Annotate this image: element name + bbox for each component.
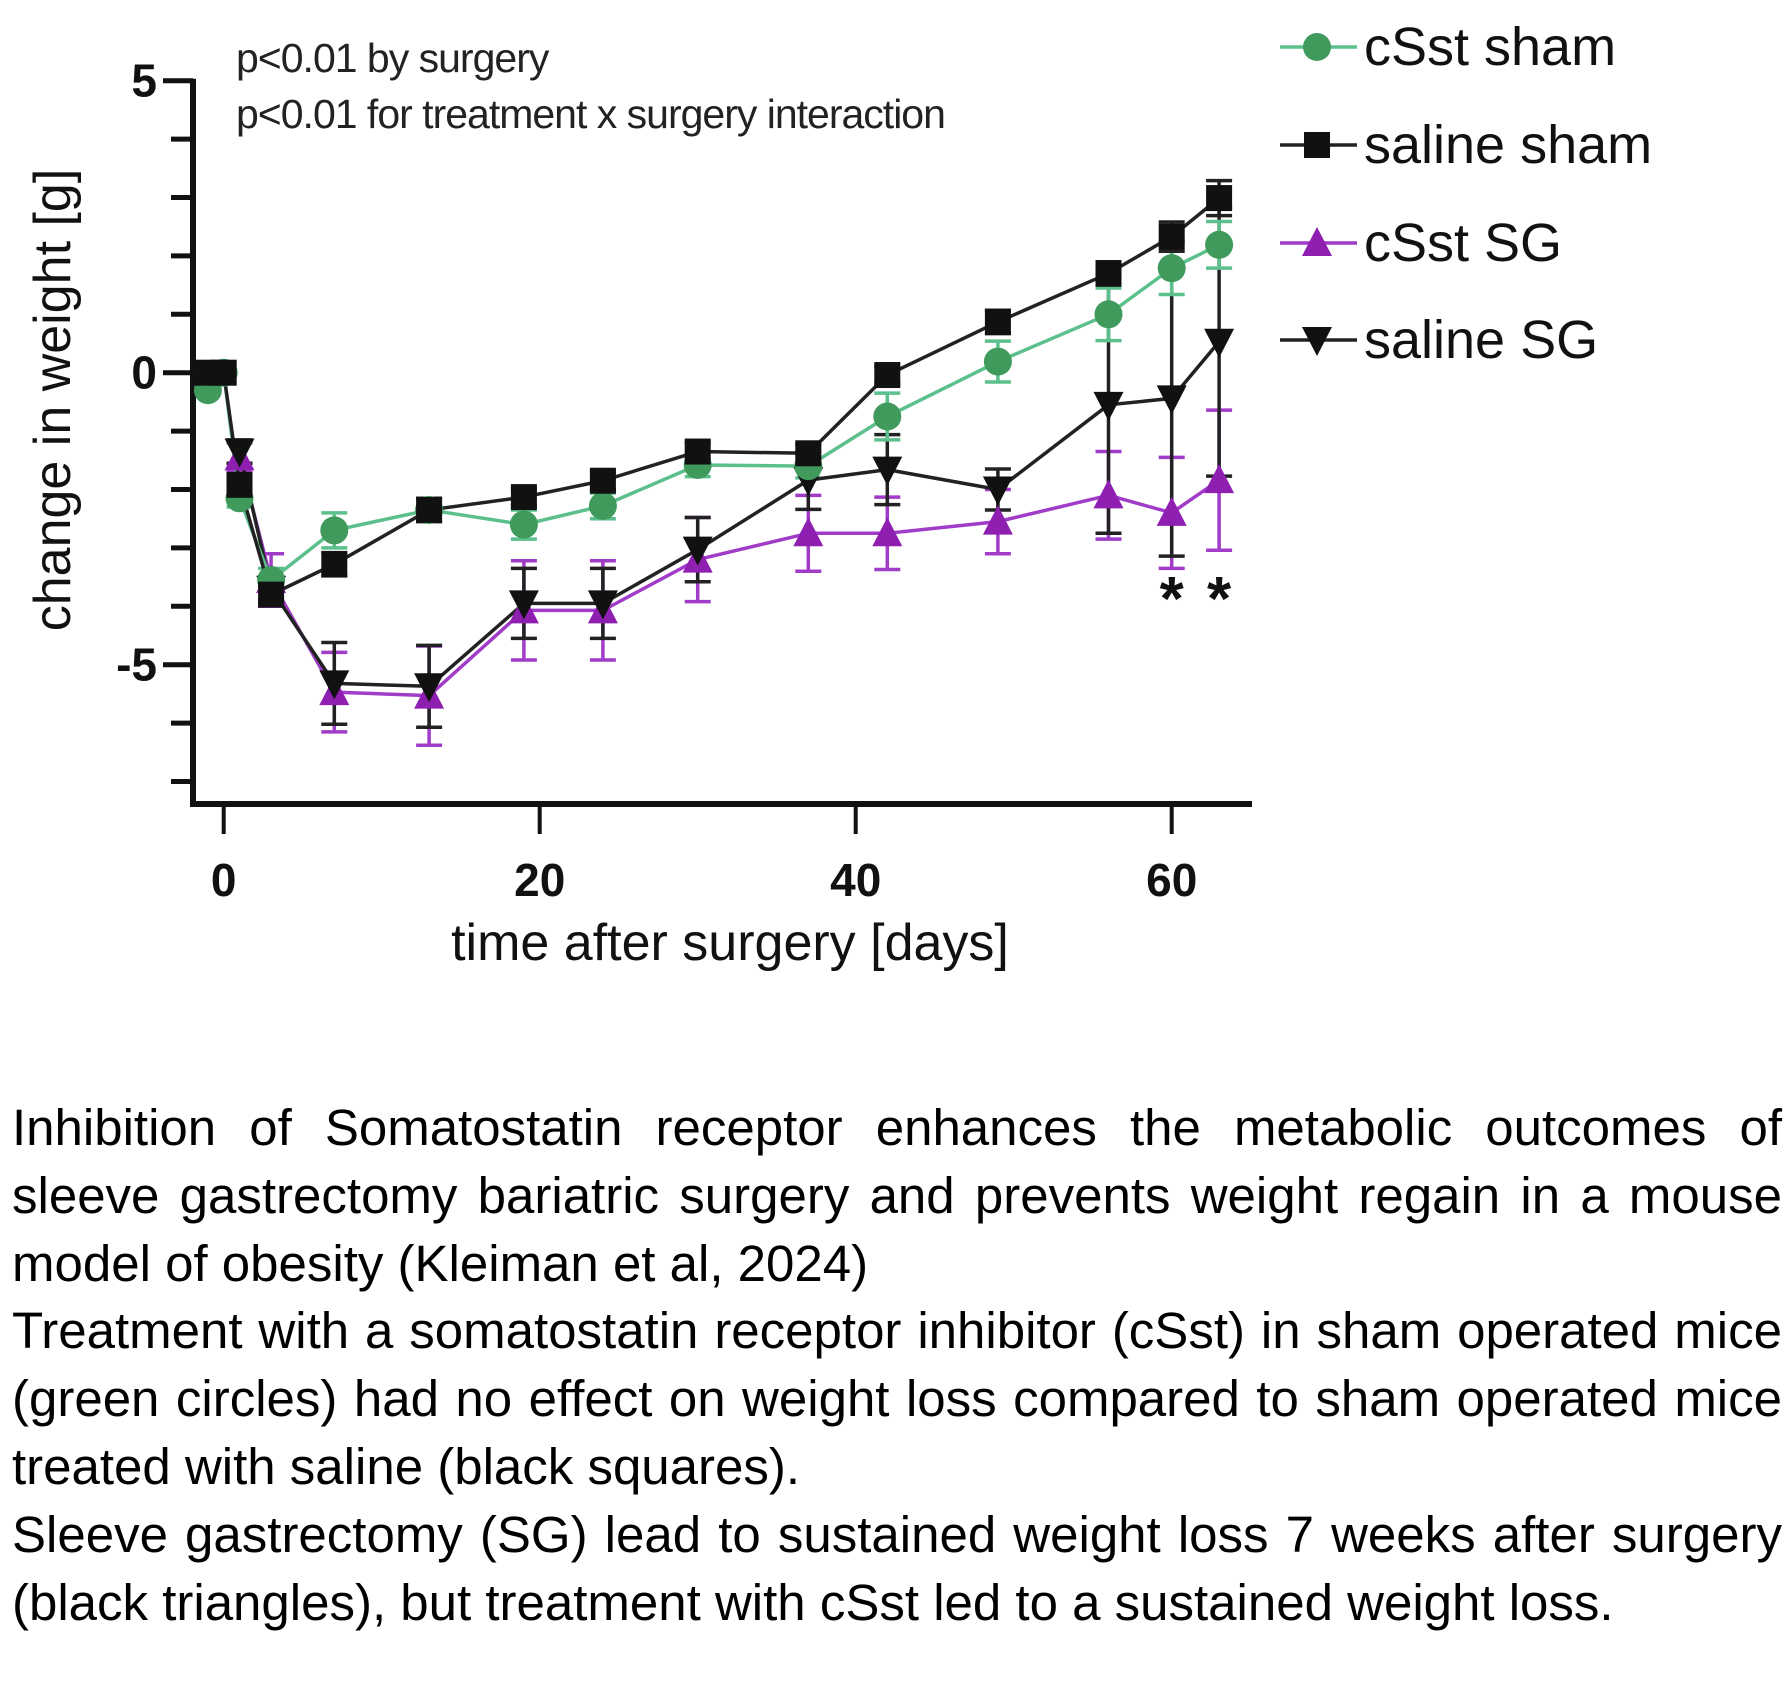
legend: cSst sham saline sham cSst SG saline SG: [1280, 17, 1652, 370]
saline-sg-point: [224, 438, 255, 468]
y-tick-label: 5: [131, 55, 157, 107]
saline-sham-line: [207, 196, 1221, 597]
error-bars: [194, 178, 1233, 748]
saline-sham-point: [684, 438, 711, 465]
y-axis-label: change in weight [g]: [24, 169, 82, 632]
saline-sg-point: [414, 673, 445, 703]
caption-paragraph-2: Treatment with a somatostatin receptor i…: [12, 1302, 1782, 1495]
saline-sham-point: [874, 362, 901, 389]
x-axis-label: time after surgery [days]: [451, 914, 1009, 972]
saline-sg-point: [587, 590, 618, 620]
legend-marker-triangle-down-icon: [1302, 327, 1332, 356]
legend-label: cSst SG: [1364, 213, 1562, 273]
saline-sham-point: [226, 471, 253, 498]
legend-marker-circle-icon: [1303, 33, 1331, 61]
csst-sg-point: [1204, 464, 1235, 494]
saline-sham-point: [1095, 260, 1122, 287]
saline-sham-point: [510, 484, 537, 511]
csst-sham-point: [1205, 230, 1234, 259]
legend-marker-square-icon: [1304, 132, 1330, 158]
x-tick-label: 20: [514, 854, 565, 906]
csst-sham-point: [1157, 254, 1186, 283]
legend-label: cSst sham: [1364, 17, 1616, 77]
csst-sham-point: [588, 491, 617, 520]
saline-sg-point: [319, 670, 350, 700]
csst-sg-point: [982, 505, 1013, 535]
csst-sg-point: [872, 517, 903, 547]
csst-sg-point: [1156, 496, 1187, 526]
csst-sham-point: [1094, 300, 1123, 329]
legend-label: saline SG: [1364, 310, 1598, 370]
legend-item-csst-sham: cSst sham: [1280, 17, 1616, 77]
csst-sham-point: [873, 402, 902, 431]
saline-sg-point: [508, 590, 539, 620]
annotation-surgery: p<0.01 by surgery: [236, 35, 550, 81]
saline-sham-point: [1206, 185, 1233, 212]
saline-sham-point: [210, 359, 237, 386]
saline-sg-point: [682, 536, 713, 566]
legend-item-csst-sg: cSst SG: [1280, 213, 1562, 273]
series-lines: [206, 196, 1221, 698]
saline-sham-point: [321, 551, 348, 578]
saline-sg-point: [982, 476, 1013, 506]
csst-sham-line: [206, 243, 1220, 582]
x-tick-label: 0: [211, 854, 237, 906]
y-tick-label: -5: [116, 639, 157, 691]
csst-sham-point: [509, 510, 538, 539]
csst-sg-point: [1093, 479, 1124, 509]
saline-sg-point: [1156, 385, 1187, 415]
csst-sg-line: [237, 456, 1221, 698]
caption-paragraph-1: Inhibition of Somatostatin receptor enha…: [12, 1099, 1782, 1292]
weight-change-chart: 5 0 -5 0 20 40 60 change in weight [g] time af…: [24, 17, 1652, 972]
saline-sham-point: [416, 496, 443, 523]
csst-sham-point: [983, 347, 1012, 376]
saline-sham-point: [984, 308, 1011, 335]
saline-sg-point: [872, 456, 903, 486]
significance-marks: * *: [1160, 565, 1232, 634]
legend-item-saline-sham: saline sham: [1280, 115, 1652, 175]
saline-sg-point: [1204, 328, 1235, 358]
figure-caption: Inhibition of Somatostatin receptor enha…: [12, 1094, 1782, 1636]
series-markers: [193, 185, 1235, 709]
x-tick-label: 60: [1146, 854, 1197, 906]
saline-sham-point: [1158, 223, 1185, 250]
saline-sg-point: [1093, 391, 1124, 421]
saline-sg-line: [237, 340, 1221, 689]
saline-sham-point: [795, 440, 822, 467]
significance-asterisk: *: [1207, 565, 1232, 634]
axes: 5 0 -5 0 20 40 60: [116, 55, 1252, 906]
saline-sham-point: [589, 467, 616, 494]
y-tick-label: 0: [131, 347, 157, 399]
significance-asterisk: *: [1160, 565, 1185, 634]
legend-item-saline-sg: saline SG: [1280, 310, 1598, 370]
saline-sham-point: [258, 581, 285, 608]
csst-sg-point: [793, 517, 824, 547]
legend-label: saline sham: [1364, 115, 1652, 175]
caption-paragraph-3: Sleeve gastrectomy (SG) lead to sustaine…: [12, 1505, 1782, 1631]
annotation-interaction: p<0.01 for treatment x surgery interacti…: [236, 91, 945, 137]
legend-marker-triangle-up-icon: [1302, 227, 1332, 256]
csst-sham-point: [320, 516, 349, 545]
x-tick-label: 40: [830, 854, 881, 906]
